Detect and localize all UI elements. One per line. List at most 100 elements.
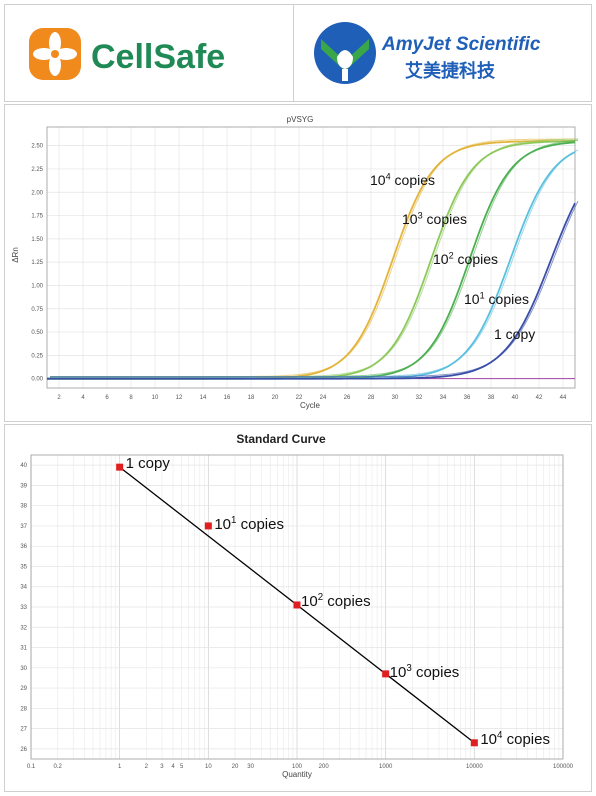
amplification-x-tick-label: 10 xyxy=(152,395,159,401)
standard-curve-x-tick-label: 0.2 xyxy=(54,764,63,770)
amplification-series-label: 101 copies xyxy=(464,290,529,307)
standard-curve-x-axis-label: Quantity xyxy=(282,770,312,779)
standard-curve-y-tick-label: 39 xyxy=(20,483,27,489)
amplification-x-tick-label: 28 xyxy=(368,395,375,401)
amplification-x-tick-label: 16 xyxy=(224,395,231,401)
standard-curve-x-tick-label: 3 xyxy=(160,764,164,770)
amplification-x-tick-label: 44 xyxy=(560,395,567,401)
amyjet-logo-icon xyxy=(314,22,376,84)
amplification-x-tick-label: 36 xyxy=(464,395,471,401)
standard-curve-x-tick-label: 1 xyxy=(118,764,122,770)
amplification-x-tick-label: 42 xyxy=(536,395,543,401)
amplification-x-tick-label: 24 xyxy=(320,395,327,401)
amplification-plot-title: pVSYG xyxy=(287,115,314,124)
standard-curve-x-tick-label: 4 xyxy=(171,764,175,770)
standard-curve-x-tick-label: 1000 xyxy=(379,764,393,770)
amplification-curve-replicate xyxy=(50,149,579,378)
amplification-y-tick-label: 0.75 xyxy=(31,307,43,313)
standard-curve-x-tick-label: 200 xyxy=(319,764,330,770)
amplification-series-label: 102 copies xyxy=(433,250,498,267)
standard-curve-y-tick-label: 26 xyxy=(20,747,27,753)
standard-curve-y-tick-label: 27 xyxy=(20,727,27,733)
cellsafe-wordmark: CellSafe xyxy=(91,38,225,76)
amplification-y-tick-label: 2.00 xyxy=(31,190,43,196)
amplification-x-tick-label: 26 xyxy=(344,395,351,401)
amplification-plot: pVSYG Cycle ΔRn 2 4 6 8 10 12 14 16 18 20 22 24 26 28… xyxy=(11,115,579,410)
amplification-y-tick-label: 1.50 xyxy=(31,237,43,243)
amplification-x-tick-label: 14 xyxy=(200,395,207,401)
standard-curve-x-tick-label: 100000 xyxy=(553,764,574,770)
standard-curve-y-tick-label: 36 xyxy=(20,544,27,550)
standard-curve-x-tick-label: 100 xyxy=(292,764,303,770)
standard-curve-x-tick-label: 0.1 xyxy=(27,764,36,770)
standard-curve-y-tick-label: 35 xyxy=(20,564,27,570)
standard-curve-point xyxy=(293,601,301,609)
cellsafe-logo-icon xyxy=(29,28,81,80)
amplification-x-tick-label: 20 xyxy=(272,395,279,401)
amplification-series-label: 104 copies xyxy=(370,171,435,188)
standard-curve-x-tick-label: 20 xyxy=(232,764,239,770)
amplification-plot-area xyxy=(46,126,576,389)
standard-curve-y-tick-label: 34 xyxy=(20,585,27,591)
amyjet-chinese-name: 艾美捷科技 xyxy=(405,60,496,81)
amplification-series-label: 103 copies xyxy=(402,210,467,227)
standard-curve-point-label: 102 copies xyxy=(301,592,371,610)
amplification-x-tick-label: 6 xyxy=(105,395,109,401)
amplification-y-axis-label: ΔRn xyxy=(11,247,20,263)
standard-curve-y-tick-label: 38 xyxy=(20,504,27,510)
amplification-x-tick-label: 30 xyxy=(392,395,399,401)
standard-curve-x-tick-label: 5 xyxy=(180,764,184,770)
amyjet-wordmark: AmyJet Scientific xyxy=(381,34,541,55)
standard-curve-y-tick-label: 32 xyxy=(20,625,27,631)
standard-curve-y-tick-label: 28 xyxy=(20,706,27,712)
standard-curve-x-tick-label: 2 xyxy=(145,764,149,770)
amplification-x-tick-label: 40 xyxy=(512,395,519,401)
amplification-curve-replicate xyxy=(50,200,579,378)
standard-curve-x-tick-label: 10000 xyxy=(466,764,483,770)
standard-curve-point xyxy=(470,739,478,747)
amplification-x-axis-label: Cycle xyxy=(300,401,321,410)
standard-curve-title: Standard Curve xyxy=(236,432,326,446)
amplification-grid xyxy=(47,127,575,388)
standard-curve-y-tick-label: 37 xyxy=(20,524,27,530)
amplification-series-label: 1 copy xyxy=(494,326,535,342)
amplification-y-tick-label: 1.25 xyxy=(31,260,43,266)
amplification-y-tick-label: 0.25 xyxy=(31,353,43,359)
standard-curve-x-tick-label: 30 xyxy=(247,764,254,770)
logo-svg: CellSafe AmyJet Scientific 艾美捷科技 xyxy=(29,22,541,84)
amplification-x-tick-label: 34 xyxy=(440,395,447,401)
standard-curve-x-tick-label: 10 xyxy=(205,764,212,770)
standard-curve-y-tick-label: 29 xyxy=(20,686,27,692)
standard-curve-y-tick-label: 33 xyxy=(20,605,27,611)
amplification-y-tick-label: 2.25 xyxy=(31,167,43,173)
amplification-y-tick-label: 1.75 xyxy=(31,214,43,220)
standard-curve-plot-area xyxy=(30,454,564,760)
standard-curve-plot: Standard Curve Quantity 2627282930313233… xyxy=(20,432,574,779)
standard-curve-point-label: 1 copy xyxy=(126,455,171,472)
standard-curve-point xyxy=(116,463,124,471)
logo-divider xyxy=(293,5,294,101)
amplification-y-tick-label: 1.00 xyxy=(31,283,43,289)
standard-curve-y-tick-label: 30 xyxy=(20,666,27,672)
amplification-y-tick-label: 0.50 xyxy=(31,330,43,336)
amplification-x-tick-label: 18 xyxy=(248,395,255,401)
standard-curve-y-tick-label: 40 xyxy=(20,463,27,469)
standard-curve-y-tick-label: 31 xyxy=(20,646,27,652)
amplification-x-tick-label: 4 xyxy=(81,395,85,401)
standard-curve-point-label: 101 copies xyxy=(214,515,284,533)
amplification-y-tick-label: 0.00 xyxy=(31,377,43,383)
logo-banner: CellSafe AmyJet Scientific 艾美捷科技 xyxy=(4,4,592,102)
standard-curve-point-label: 103 copies xyxy=(390,663,460,681)
amplification-x-tick-label: 38 xyxy=(488,395,495,401)
amplification-x-tick-label: 12 xyxy=(176,395,183,401)
amplification-x-tick-label: 22 xyxy=(296,395,303,401)
standard-curve-point-label: 104 copies xyxy=(480,730,550,748)
standard-curve-panel: Standard Curve Quantity 26 27 28 29 30 31 32 33… xyxy=(4,424,592,792)
amplification-plot-panel: pVSYG Cycle ΔRn 2 4 6 8 10 12 14 16 18 20 22 24 26 28… xyxy=(4,104,592,422)
standard-curve-point xyxy=(382,670,390,678)
amplification-y-tick-label: 2.50 xyxy=(31,144,43,150)
standard-curve-point xyxy=(204,522,212,530)
amplification-x-tick-label: 32 xyxy=(416,395,423,401)
amplification-x-tick-label: 2 xyxy=(57,395,61,401)
standard-curve-grid xyxy=(30,455,563,759)
